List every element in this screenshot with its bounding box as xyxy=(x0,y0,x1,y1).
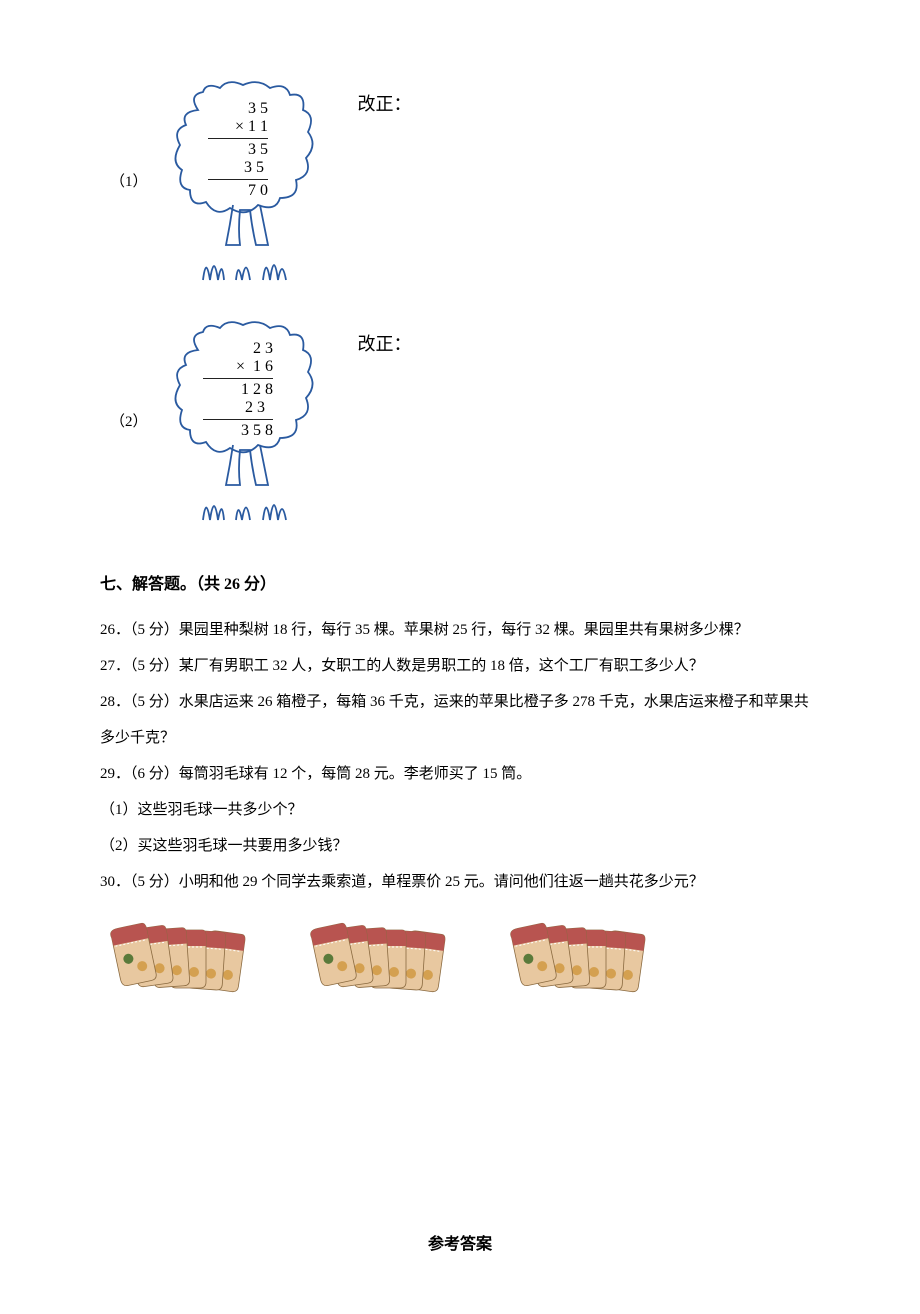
p1-hline2 xyxy=(208,179,268,180)
p2-hline1 xyxy=(203,378,273,379)
p2-line5: 3 5 8 xyxy=(203,422,273,440)
p1-hline1 xyxy=(208,138,268,139)
answer-key-heading: 参考答案 xyxy=(100,1230,820,1254)
problem-2-index: （2） xyxy=(110,410,148,431)
p1-line4: 3 5 xyxy=(208,159,268,177)
p1-line3: 3 5 xyxy=(208,141,268,159)
ticket-bundle-3 xyxy=(500,915,660,1010)
p1-line1: 3 5 xyxy=(208,100,268,118)
ticket-bundle-1 xyxy=(100,915,260,1010)
section-7-heading: 七、解答题。（共 26 分） xyxy=(100,570,820,594)
problem-1-index: （1） xyxy=(110,170,148,191)
correction-label-1: 改正： xyxy=(358,90,412,116)
p2-hline2 xyxy=(203,419,273,420)
p1-line5: 7 0 xyxy=(208,182,268,200)
problem-2-row: （2） 2 3 × 1 6 1 2 8 2 3 3 5 8 改正： xyxy=(110,320,820,540)
p2-line3: 1 2 8 xyxy=(203,381,273,399)
question-26: 26．（5 分）果园里种梨树 18 行，每行 35 棵。苹果树 25 行，每行 … xyxy=(100,612,820,648)
ticket-bundle-2 xyxy=(300,915,460,1010)
tickets-illustration xyxy=(100,915,820,1010)
correction-label-2: 改正： xyxy=(358,330,412,356)
p2-line1: 2 3 xyxy=(203,340,273,358)
problem-1-row: （1） 3 5 × 1 1 3 5 3 5 7 0 改正： xyxy=(110,80,820,300)
question-29-sub1: （1）这些羽毛球一共多少个？ xyxy=(100,792,820,828)
question-29: 29．（6 分）每筒羽毛球有 12 个，每筒 28 元。李老师买了 15 筒。 xyxy=(100,756,820,792)
p2-line2: × 1 6 xyxy=(203,358,273,376)
p2-line4: 2 3 xyxy=(203,399,273,417)
p1-line2: × 1 1 xyxy=(208,118,268,136)
question-30: 30．（5 分）小明和他 29 个同学去乘索道，单程票价 25 元。请问他们往返… xyxy=(100,864,820,900)
tree-diagram-2: 2 3 × 1 6 1 2 8 2 3 3 5 8 xyxy=(168,320,328,540)
tree-diagram-1: 3 5 × 1 1 3 5 3 5 7 0 xyxy=(168,80,328,300)
question-29-sub2: （2）买这些羽毛球一共要用多少钱？ xyxy=(100,828,820,864)
question-28: 28．（5 分）水果店运来 26 箱橙子，每箱 36 千克，运来的苹果比橙子多 … xyxy=(100,684,820,756)
question-27: 27．（5 分）某厂有男职工 32 人，女职工的人数是男职工的 18 倍，这个工… xyxy=(100,648,820,684)
